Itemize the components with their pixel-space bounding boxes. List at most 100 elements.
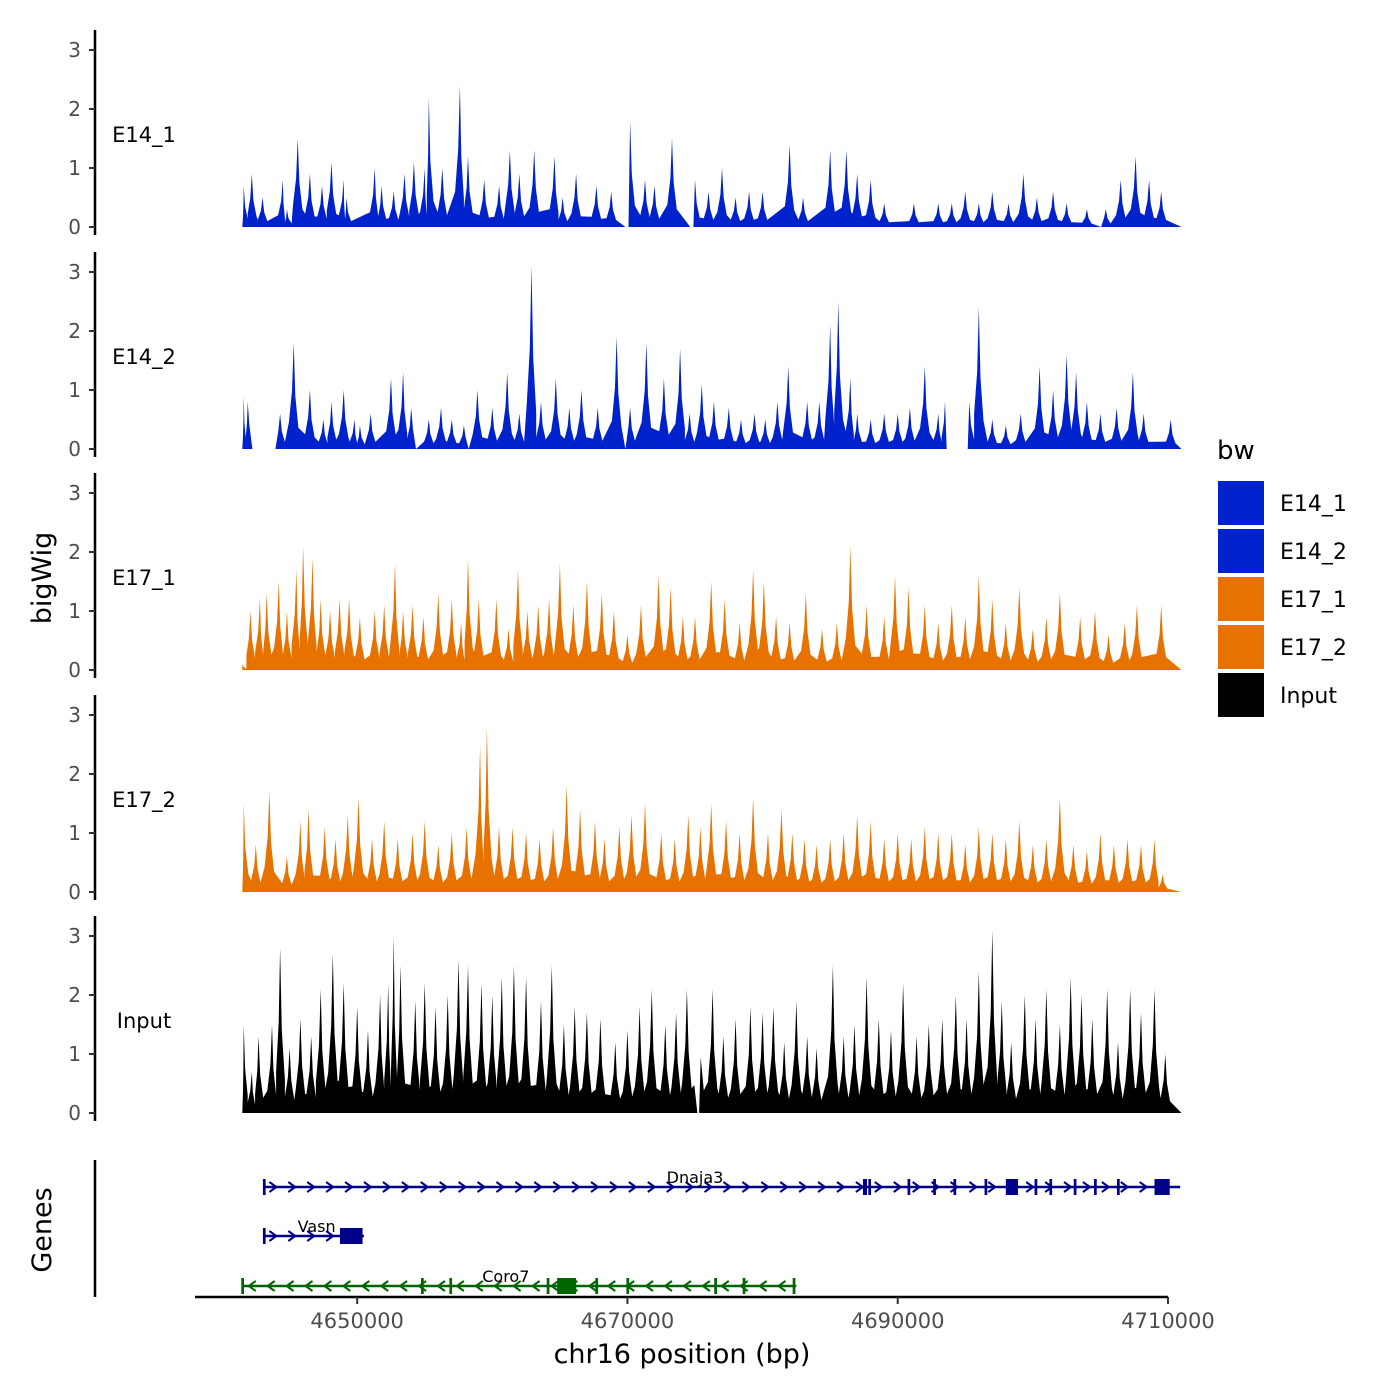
legend-entry: Input xyxy=(1218,673,1337,717)
legend-entries: E14_1 E14_2 E17_1 E17_2 Input xyxy=(1218,481,1347,717)
y-tick-label: 1 xyxy=(68,378,81,402)
strand-arrow xyxy=(287,1230,298,1242)
gene-exon xyxy=(595,1278,599,1294)
strand-arrow xyxy=(549,1280,560,1292)
gene-model-coro7: Coro7 xyxy=(241,1267,797,1294)
y-tick-label: 3 xyxy=(68,481,81,505)
y-tick-label: 0 xyxy=(68,215,81,239)
strand-arrow xyxy=(606,1280,616,1292)
strand-arrow xyxy=(360,1280,370,1292)
strand-arrow xyxy=(701,1280,711,1292)
strand-arrow xyxy=(492,1280,503,1292)
x-axis: 4650000 4670000 4690000 4710000 xyxy=(195,1295,1215,1333)
strand-arrow xyxy=(457,1181,468,1193)
track-label: E14_2 xyxy=(112,345,176,370)
y-tick-label: 3 xyxy=(68,703,81,727)
gene-exon xyxy=(421,1278,424,1294)
gene-exon xyxy=(449,1278,453,1294)
strand-arrow xyxy=(647,1181,657,1193)
gene-exon xyxy=(1034,1179,1038,1195)
strand-arrow xyxy=(628,1181,638,1193)
strand-arrow xyxy=(268,1230,279,1242)
strand-arrow xyxy=(268,1181,279,1193)
y-tick-label: 0 xyxy=(68,437,81,461)
genes-panel: Dnaja3 Vasn Coro7 xyxy=(93,1160,1181,1297)
strand-arrow xyxy=(798,1181,808,1193)
track-panel-e17-2: 0 1 2 3 E17_2 xyxy=(68,695,1182,904)
y-tick-label: 3 xyxy=(68,38,81,62)
strand-arrow xyxy=(436,1280,446,1292)
strand-arrow xyxy=(722,1181,733,1193)
y-tick-label: 1 xyxy=(68,1042,81,1066)
gene-name-label: Coro7 xyxy=(482,1267,529,1286)
legend-title: bw xyxy=(1217,436,1255,466)
gene-exon xyxy=(1094,1179,1097,1195)
legend-swatch xyxy=(1218,481,1264,525)
gene-exon xyxy=(933,1179,936,1195)
x-axis-title: chr16 position (bp) xyxy=(554,1339,811,1370)
legend-entry: E17_2 xyxy=(1218,625,1347,669)
strand-arrow xyxy=(1101,1181,1111,1193)
legend-entry: E17_1 xyxy=(1218,577,1347,621)
strand-arrow xyxy=(247,1280,257,1292)
signal-panels: 0 1 2 3 E14_1 0 1 2 3 E14_2 0 1 2 3 E17_1 0 1 2 3 E17_2 0 1 2 3… xyxy=(68,30,1182,1125)
legend-label: E17_2 xyxy=(1280,636,1347,661)
strand-arrow xyxy=(571,1181,581,1193)
strand-arrow xyxy=(1063,1181,1073,1193)
y-tick-label: 1 xyxy=(68,821,81,845)
gene-exon xyxy=(868,1179,872,1195)
strand-arrow xyxy=(306,1230,316,1242)
x-tick-label: 4710000 xyxy=(1121,1309,1215,1333)
gene-coding-block xyxy=(1154,1179,1170,1195)
strand-arrow xyxy=(363,1181,373,1193)
strand-arrow xyxy=(284,1280,295,1292)
y-tick-label: 2 xyxy=(68,97,81,121)
gene-exon xyxy=(262,1228,266,1244)
gene-model-vasn: Vasn xyxy=(262,1217,364,1244)
strand-arrow xyxy=(1139,1181,1149,1193)
gene-exon xyxy=(714,1278,717,1294)
strand-arrow xyxy=(968,1181,979,1193)
strand-arrow xyxy=(685,1181,695,1193)
track-panel-e14-1: 0 1 2 3 E14_1 xyxy=(68,30,1182,239)
gene-exon xyxy=(262,1179,266,1195)
track-panel-input: 0 1 2 3 Input xyxy=(68,916,1182,1125)
y-tick-label: 0 xyxy=(68,880,81,904)
gene-coding-block xyxy=(557,1278,577,1294)
legend-label: E14_1 xyxy=(1280,492,1347,517)
strand-arrow xyxy=(682,1280,692,1292)
strand-arrow xyxy=(893,1181,903,1193)
legend-swatch xyxy=(1218,673,1264,717)
strand-arrow xyxy=(495,1181,506,1193)
strand-arrow xyxy=(741,1181,752,1193)
legend-swatch xyxy=(1218,577,1264,621)
legend-swatch xyxy=(1218,529,1264,573)
track-panel-e14-2: 0 1 2 3 E14_2 xyxy=(68,252,1182,461)
strand-arrow xyxy=(530,1280,541,1292)
strand-arrow xyxy=(533,1181,543,1193)
strand-arrow xyxy=(455,1280,465,1292)
strand-arrow xyxy=(663,1280,673,1292)
coverage-area xyxy=(242,726,1182,892)
coverage-area xyxy=(242,930,1182,1113)
coverage-area xyxy=(242,266,1182,449)
strand-arrow xyxy=(776,1280,787,1292)
strand-arrow xyxy=(817,1181,827,1193)
gene-exon xyxy=(1049,1179,1053,1195)
gene-exon xyxy=(907,1179,911,1195)
strand-arrow xyxy=(552,1181,562,1193)
strand-arrow xyxy=(341,1280,351,1292)
gene-exon xyxy=(1073,1179,1077,1195)
gene-exon xyxy=(984,1179,988,1195)
gene-exon xyxy=(626,1278,630,1294)
strand-arrow xyxy=(420,1181,430,1193)
strand-arrow xyxy=(325,1181,335,1193)
legend-swatch xyxy=(1218,625,1264,669)
strand-arrow xyxy=(760,1181,771,1193)
gene-name-label: Vasn xyxy=(298,1217,336,1236)
y-tick-label: 1 xyxy=(68,156,81,180)
x-tick-label: 4690000 xyxy=(851,1309,945,1333)
gene-model-dnaja3: Dnaja3 xyxy=(262,1168,1181,1195)
strand-arrow xyxy=(666,1181,676,1193)
strand-arrow xyxy=(855,1181,865,1193)
